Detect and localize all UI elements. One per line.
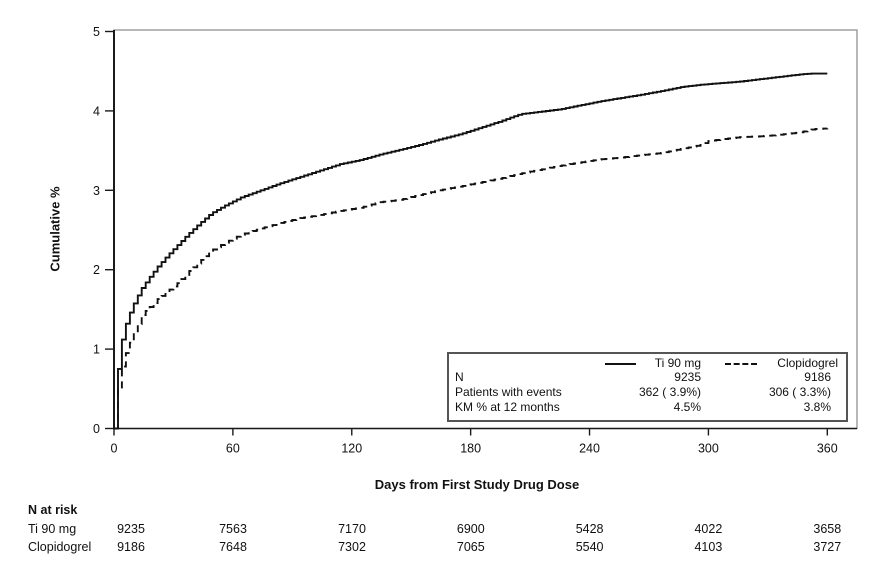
y-tick-label: 0 bbox=[93, 422, 100, 436]
legend-series2-name: Clopidogrel bbox=[777, 356, 838, 370]
x-tick-label: 60 bbox=[226, 442, 240, 456]
y-tick-label: 5 bbox=[93, 25, 100, 39]
x-tick-label: 0 bbox=[111, 442, 118, 456]
legend-events-label: Patients with events bbox=[455, 385, 562, 399]
y-tick-label: 4 bbox=[93, 104, 100, 118]
at-risk-row1-label: Ti 90 mg bbox=[28, 522, 77, 536]
x-tick-label: 180 bbox=[460, 442, 481, 456]
legend-events-series2: 306 ( 3.3%) bbox=[768, 385, 831, 399]
solid-line-sample-icon bbox=[605, 363, 636, 365]
at-risk-row2-label: Clopidogrel bbox=[28, 540, 92, 554]
legend-km-series1: 4.5% bbox=[673, 400, 701, 414]
at-risk-title: N at risk bbox=[28, 503, 78, 517]
x-tick-label: 300 bbox=[698, 442, 719, 456]
legend-km-label: KM % at 12 months bbox=[455, 400, 560, 414]
x-tick-label: 120 bbox=[341, 442, 362, 456]
legend-n-series1: 9235 bbox=[674, 370, 701, 384]
x-tick-label: 360 bbox=[817, 442, 838, 456]
curve-ti-90-mg bbox=[114, 72, 828, 430]
legend-events-series1: 362 ( 3.9%) bbox=[638, 385, 701, 399]
dashed-line-sample-icon bbox=[725, 363, 757, 365]
x-axis-title: Days from First Study Drug Dose bbox=[374, 477, 580, 492]
y-tick-label: 3 bbox=[93, 184, 100, 198]
y-axis-title: Cumulative % bbox=[47, 186, 63, 272]
legend-km-series2: 3.8% bbox=[803, 400, 831, 414]
y-tick-label: 2 bbox=[93, 263, 100, 277]
curve-clopidogrel bbox=[114, 127, 829, 430]
legend-n-label: N bbox=[455, 370, 464, 384]
legend-n-series2: 9186 bbox=[804, 370, 831, 384]
x-tick-label: 240 bbox=[579, 442, 600, 456]
legend-series1-name: Ti 90 mg bbox=[654, 356, 701, 370]
legend-stats-box: Ti 90 mg Clopidogrel N 9235 9186 Patient… bbox=[447, 352, 848, 422]
y-tick-label: 1 bbox=[93, 343, 100, 357]
